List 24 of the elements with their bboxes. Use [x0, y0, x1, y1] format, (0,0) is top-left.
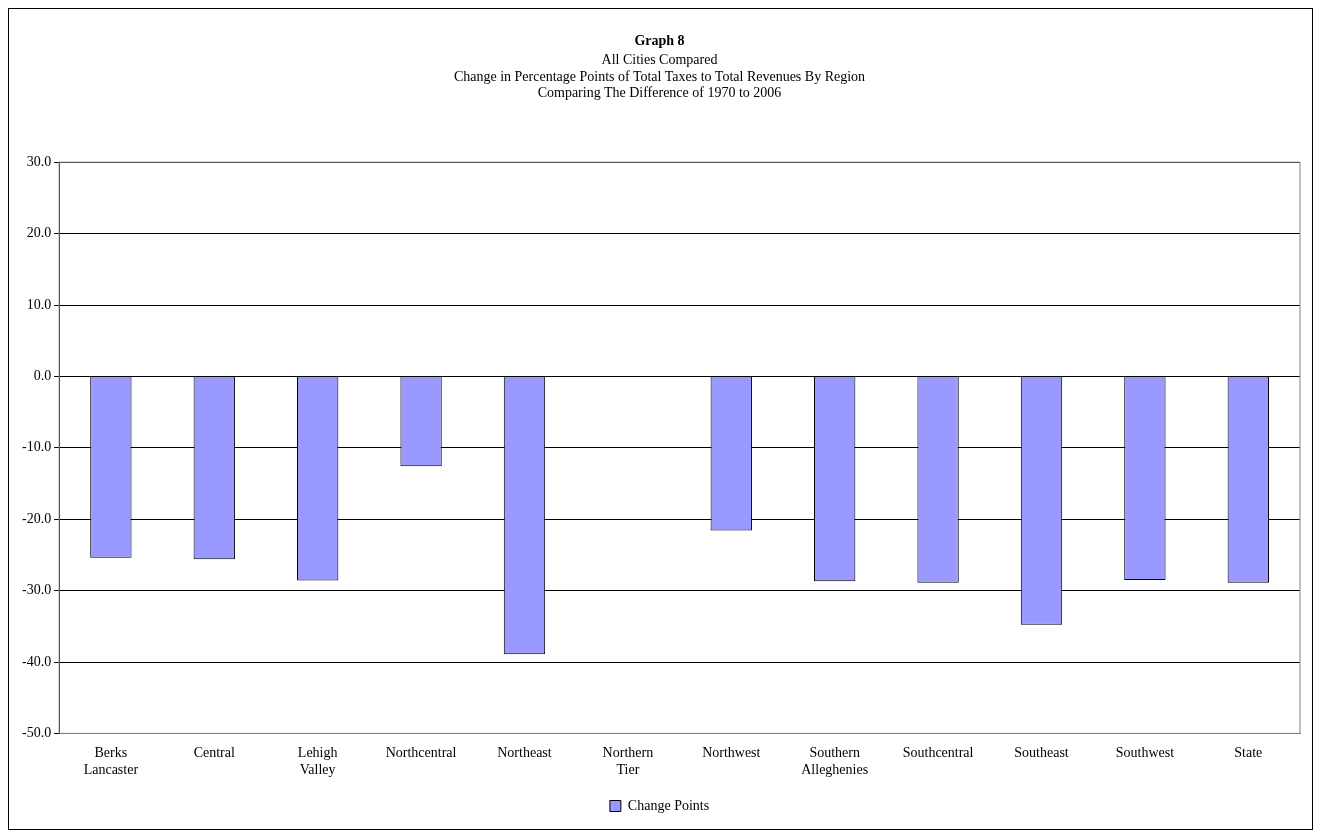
- y-tick-label: -50.0: [21, 725, 52, 741]
- x-tick-label: Southern Alleghenies: [801, 745, 869, 778]
- y-tick-label: 20.0: [26, 225, 52, 241]
- x-tick-label: Southwest: [1115, 745, 1175, 761]
- legend-label: Change Points: [627, 797, 710, 813]
- y-tick-label: -10.0: [21, 439, 52, 455]
- x-tick-label: State: [1234, 745, 1263, 761]
- x-tick-label: Lehigh Valley: [297, 745, 338, 778]
- x-tick-label: Central: [193, 745, 235, 761]
- y-tick-label: -30.0: [21, 582, 52, 598]
- x-tick-label: Southeast: [1014, 745, 1069, 761]
- y-tick-label: -40.0: [21, 653, 52, 669]
- x-tick-label: Northern Tier: [602, 745, 654, 778]
- y-tick-label: 0.0: [33, 368, 52, 384]
- x-tick-label: Berks Lancaster: [83, 745, 139, 778]
- x-tick-label: Southcentral: [902, 745, 974, 761]
- y-tick-label: 30.0: [26, 153, 52, 169]
- chart-subtitle: All Cities Compared Change in Percentage Points of Total Taxes to Total Revenues By Region Comparing The Difference of 1970 to 2006: [453, 51, 866, 101]
- y-tick-label: 10.0: [26, 296, 52, 312]
- x-tick-label: Northcentral: [385, 745, 457, 761]
- chart-title: Graph 8: [634, 33, 685, 49]
- x-tick-label: Northeast: [497, 745, 552, 761]
- y-tick-label: -20.0: [21, 510, 52, 526]
- x-tick-label: Northwest: [702, 745, 761, 761]
